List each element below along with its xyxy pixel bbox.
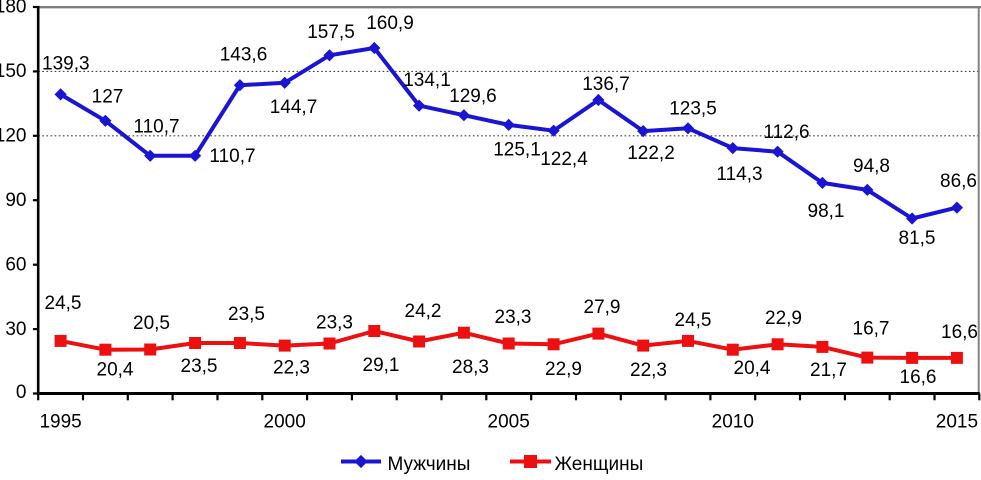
svg-text:180: 180	[0, 0, 27, 18]
svg-text:81,5: 81,5	[899, 228, 936, 249]
svg-text:157,5: 157,5	[307, 22, 355, 43]
svg-text:98,1: 98,1	[808, 201, 845, 222]
svg-text:24,5: 24,5	[675, 310, 712, 331]
svg-text:144,7: 144,7	[270, 97, 318, 118]
svg-text:110,7: 110,7	[209, 146, 255, 167]
svg-text:16,6: 16,6	[900, 367, 937, 388]
svg-text:1995: 1995	[39, 412, 81, 433]
svg-text:60: 60	[5, 254, 26, 275]
svg-text:27,9: 27,9	[584, 297, 621, 318]
svg-text:134,1: 134,1	[403, 70, 451, 91]
svg-text:127: 127	[92, 87, 124, 108]
svg-text:22,3: 22,3	[630, 360, 667, 381]
svg-text:129,6: 129,6	[449, 86, 497, 107]
svg-text:139,3: 139,3	[42, 54, 90, 75]
svg-text:22,9: 22,9	[545, 359, 582, 380]
svg-text:86,6: 86,6	[940, 171, 977, 192]
svg-text:16,7: 16,7	[853, 319, 890, 340]
svg-text:0: 0	[16, 382, 27, 403]
svg-text:20,5: 20,5	[133, 313, 170, 334]
svg-text:90: 90	[5, 190, 26, 211]
svg-text:Женщины: Женщины	[555, 454, 644, 475]
svg-text:23,3: 23,3	[495, 307, 532, 328]
svg-text:22,9: 22,9	[765, 308, 802, 329]
svg-text:120: 120	[0, 126, 27, 147]
svg-text:122,2: 122,2	[627, 143, 675, 164]
svg-text:2015: 2015	[936, 412, 978, 433]
svg-text:24,2: 24,2	[405, 301, 442, 322]
svg-text:16,6: 16,6	[941, 322, 978, 343]
svg-text:23,3: 23,3	[316, 313, 353, 334]
svg-text:2010: 2010	[712, 412, 754, 433]
svg-text:21,7: 21,7	[810, 360, 847, 381]
svg-text:20,4: 20,4	[97, 360, 134, 381]
svg-text:122,4: 122,4	[540, 149, 588, 170]
svg-text:160,9: 160,9	[366, 13, 414, 34]
svg-text:23,5: 23,5	[228, 304, 265, 325]
svg-text:143,6: 143,6	[220, 45, 268, 66]
svg-text:Мужчины: Мужчины	[388, 454, 471, 475]
svg-text:136,7: 136,7	[582, 74, 630, 95]
svg-text:150: 150	[0, 61, 27, 82]
svg-text:23,5: 23,5	[181, 356, 218, 377]
svg-text:2000: 2000	[264, 412, 306, 433]
svg-text:110,7: 110,7	[133, 117, 179, 138]
svg-text:28,3: 28,3	[452, 357, 489, 378]
svg-text:125,1: 125,1	[493, 140, 541, 161]
svg-text:123,5: 123,5	[669, 99, 717, 120]
svg-text:30: 30	[5, 319, 26, 340]
svg-text:22,3: 22,3	[273, 358, 310, 379]
svg-text:24,5: 24,5	[45, 293, 82, 314]
svg-text:29,1: 29,1	[363, 355, 400, 376]
svg-text:20,4: 20,4	[734, 358, 771, 379]
svg-text:94,8: 94,8	[853, 156, 890, 177]
svg-text:114,3: 114,3	[716, 164, 762, 185]
svg-text:112,6: 112,6	[763, 122, 809, 143]
svg-text:2005: 2005	[488, 412, 530, 433]
